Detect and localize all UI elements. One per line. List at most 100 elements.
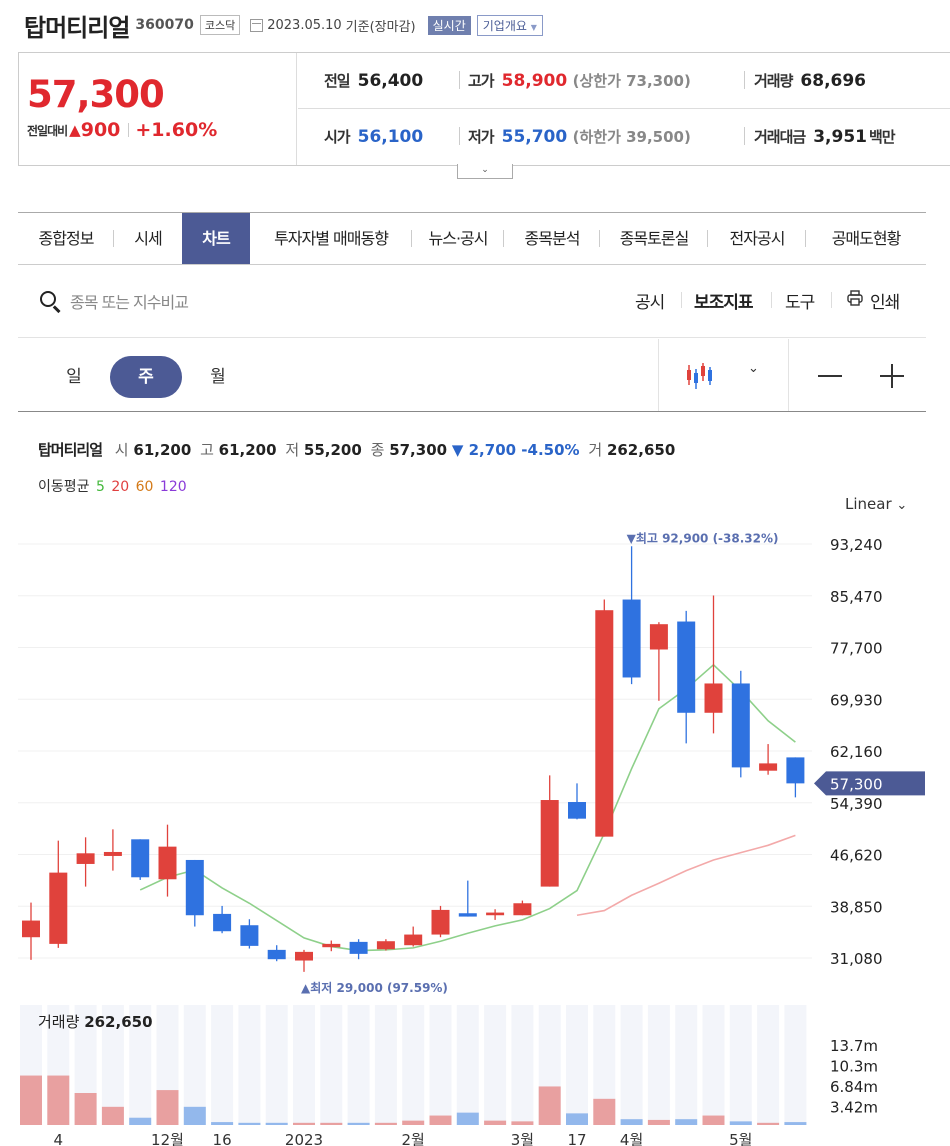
volume-column-bg (702, 1005, 725, 1125)
candle-body (376, 941, 395, 950)
volume-column-bg (566, 1005, 588, 1125)
ma60-legend[interactable]: 60 (135, 479, 154, 495)
volume-bar (675, 1119, 698, 1125)
current-price-tag-label: 57,300 (830, 775, 883, 793)
chart-ohlc-info: 탑머티리얼 시 61,200 고 61,200 저 55,200 종 57,30… (38, 439, 675, 460)
stat-prev-close: 전일 56,400 (324, 70, 423, 91)
volume-column-bg (265, 1005, 288, 1125)
x-tick-label: 2월 (402, 1131, 425, 1146)
print-icon[interactable] (847, 290, 863, 306)
volume-tick-label: 10.3m (830, 1058, 878, 1076)
tab-short-selling[interactable]: 공매도현황 (806, 213, 926, 264)
candle-body (677, 621, 696, 713)
volume-column-bg (320, 1005, 343, 1125)
candle-body (649, 624, 668, 650)
tab-disclosure[interactable]: 전자공시 (708, 213, 806, 264)
volume-bar (620, 1119, 643, 1125)
candle-body (759, 763, 778, 771)
ma120-legend[interactable]: 120 (159, 479, 187, 495)
period-day[interactable]: 일 (66, 367, 82, 387)
candle-body (513, 903, 532, 916)
high-value: 58,900 (501, 71, 568, 91)
disclosure-button[interactable]: 공시 (635, 293, 665, 313)
price-summary: 57,300 전일대비 ▲ 900 +1.60% 전일 56,400 고가 58,9… (18, 52, 950, 166)
chart-stock-name: 탑머티리얼 (38, 441, 103, 459)
candle-body (486, 912, 505, 916)
y-tick-label: 31,080 (830, 950, 883, 968)
y-tick-label: 93,240 (830, 536, 883, 554)
open-value: 56,100 (357, 127, 424, 147)
volume-bar (429, 1115, 452, 1125)
quote-date: 2023.05.10 (267, 17, 342, 33)
zoom-out-icon[interactable] (818, 375, 842, 377)
ma5-legend[interactable]: 5 (95, 479, 105, 495)
divider (744, 127, 745, 145)
print-button[interactable]: 인쇄 (870, 293, 900, 313)
high-value: 61,200 (218, 441, 277, 459)
y-tick-label: 46,620 (830, 847, 883, 865)
candle-body (458, 913, 477, 917)
low-label: 저가 (468, 128, 495, 146)
period-week[interactable]: 주 (110, 356, 182, 398)
tab-label: 투자자별 매매동향 (274, 229, 389, 248)
volume-column-bg (374, 1005, 397, 1125)
zoom-in-icon[interactable] (891, 364, 893, 388)
tab-analysis[interactable]: 종목분석 (504, 213, 600, 264)
open-label: 시가 (324, 128, 351, 146)
divider (744, 71, 745, 89)
tab-label: 종목분석 (524, 229, 581, 248)
volume-column-bg (101, 1005, 124, 1125)
scale-dropdown[interactable]: Linear ⌄ (845, 495, 907, 513)
volume-column-bg (511, 1005, 534, 1125)
ma20-legend[interactable]: 20 (111, 479, 130, 495)
expand-button[interactable]: ⌄ (457, 164, 513, 179)
tab-chart[interactable]: 차트 (182, 213, 250, 264)
x-tick-label: 2023 (285, 1131, 323, 1146)
period-month[interactable]: 월 (210, 367, 226, 387)
candle-body (595, 610, 614, 837)
tab-quote[interactable]: 시세 (114, 213, 182, 264)
tab-summary[interactable]: 종합정보 (18, 213, 114, 264)
candle-body (540, 800, 559, 887)
tab-discussion[interactable]: 종목토론실 (600, 213, 708, 264)
candle-body (103, 851, 122, 856)
current-price-panel: 57,300 전일대비 ▲ 900 +1.60% (19, 53, 297, 165)
volume-bar (484, 1120, 507, 1125)
candle-body (322, 943, 341, 948)
y-tick-label: 69,930 (830, 691, 883, 709)
candle-body (786, 757, 805, 784)
amount-label: 거래대금 (754, 128, 806, 146)
volume-bar (320, 1122, 343, 1125)
chevron-down-icon[interactable]: ⌄ (748, 361, 759, 376)
volume-column-bg (238, 1005, 261, 1125)
lower-limit: (하한가 39,500) (572, 128, 691, 146)
stock-tabs: 종합정보 시세 차트 투자자별 매매동향 뉴스·공시 종목분석 종목토론실 전자… (18, 212, 926, 265)
realtime-button[interactable]: 실시간 (427, 15, 471, 35)
tab-label: 공매도현황 (831, 229, 902, 248)
chevron-down-icon: ▼ (530, 22, 537, 32)
volume-bar (238, 1122, 261, 1125)
volume-bar (647, 1119, 670, 1125)
divider (658, 339, 659, 411)
candlestick-type-icon[interactable] (686, 361, 720, 391)
amount-unit: 백만 (868, 128, 896, 146)
compare-search-input[interactable]: 종목 또는 지수비교 (70, 293, 189, 312)
tab-news[interactable]: 뉴스·공시 (412, 213, 504, 264)
volume-column-bg (484, 1005, 507, 1125)
candle-body (76, 853, 95, 864)
indicators-button[interactable]: 보조지표 (694, 293, 754, 313)
volume-bar (47, 1075, 70, 1125)
volume-bar (183, 1106, 206, 1125)
tab-label: 차트 (202, 229, 230, 248)
tab-investor-trading[interactable]: 투자자별 매매동향 (250, 213, 412, 264)
volume-column-bg (620, 1005, 643, 1125)
stat-open: 시가 56,100 (324, 126, 423, 147)
volume-legend-label: 거래량 (38, 1013, 80, 1031)
tools-button[interactable]: 도구 (785, 293, 815, 313)
market-badge: 코스닥 (199, 15, 241, 35)
ma-label: 이동평균 (38, 479, 90, 495)
volume-column-bg (183, 1005, 206, 1125)
company-overview-dropdown[interactable]: 기업개요 ▼ (476, 14, 543, 36)
search-icon[interactable] (40, 291, 56, 307)
